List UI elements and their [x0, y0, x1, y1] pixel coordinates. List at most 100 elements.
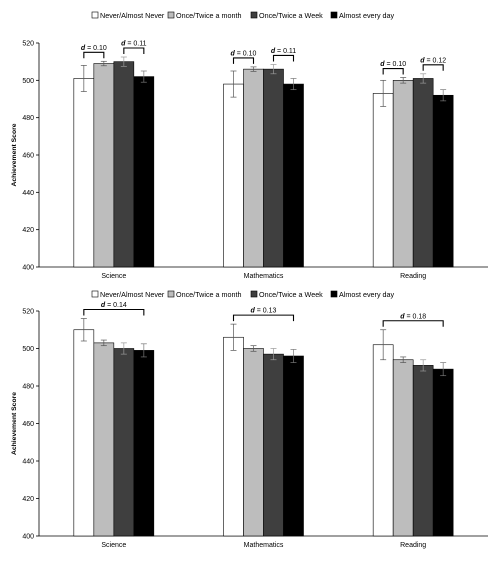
y-tick-label: 440	[22, 190, 34, 197]
annotation-bracket	[83, 51, 105, 59]
annotation-value: = 0.13	[255, 308, 277, 315]
effect-size-annotation: d = 0.11	[121, 41, 147, 54]
annotation-symbol: d	[81, 45, 86, 52]
x-tick-label: Mathematics	[244, 273, 284, 280]
effect-size-annotation: d = 0.18	[382, 313, 444, 327]
bar	[93, 342, 115, 537]
legend-swatch	[330, 11, 338, 19]
bar	[223, 336, 244, 537]
annotation-symbol: d	[231, 50, 236, 57]
bar	[283, 83, 304, 268]
annotation-bracket	[382, 67, 404, 75]
bar	[412, 365, 434, 537]
legend-label: Almost every day	[339, 11, 395, 20]
bar	[372, 93, 394, 268]
y-tick-label: 400	[22, 265, 34, 272]
legend-label: Once/Twice a Week	[259, 11, 323, 20]
legend-label: Never/Almost Never	[100, 290, 165, 299]
annotation-label: d = 0.11	[121, 41, 146, 48]
annotation-value: = 0.11	[275, 48, 296, 55]
annotation-symbol: d	[101, 302, 106, 309]
annotation-label: d = 0.12	[420, 57, 446, 64]
chart-panel-top: Never/Almost Never Once/Twice a month Once…	[11, 11, 488, 280]
chart-panel-bottom: Never/Almost Never Once/Twice a month Once…	[11, 290, 488, 549]
bar	[243, 348, 264, 537]
legend-item: Once/Twice a Week	[250, 11, 323, 20]
legend-item: Once/Twice a month	[167, 290, 242, 299]
y-tick-label: 420	[22, 227, 34, 234]
annotation-symbol: d	[121, 41, 126, 48]
bar	[392, 359, 414, 537]
legend-swatch	[167, 11, 175, 19]
effect-size-annotation: d = 0.14	[83, 302, 145, 316]
annotation-label: d = 0.13	[251, 308, 277, 315]
annotation-value: = 0.14	[105, 302, 127, 309]
annotation-bracket	[232, 314, 295, 322]
legend-item: Once/Twice a Week	[250, 290, 323, 299]
y-tick-label: 500	[22, 346, 34, 353]
annotation-bracket	[83, 308, 145, 316]
annotation-value: = 0.10	[235, 50, 257, 57]
annotation-label: d = 0.14	[101, 302, 127, 309]
x-tick-label: Reading	[400, 273, 426, 280]
annotation-bracket	[232, 57, 255, 64]
bar	[223, 83, 244, 268]
annotation-label: d = 0.18	[400, 313, 426, 320]
y-tick-label: 460	[22, 153, 34, 160]
legend-item: Never/Almost Never	[91, 11, 165, 20]
bar	[412, 78, 434, 268]
legend-label: Once/Twice a Week	[259, 290, 323, 299]
annotation-value: = 0.10	[85, 45, 107, 52]
annotation-symbol: d	[380, 61, 385, 68]
annotation-value: = 0.18	[405, 313, 427, 320]
effect-size-annotation: d = 0.11	[271, 48, 296, 62]
legend-swatch	[91, 290, 99, 298]
legend-item: Once/Twice a month	[167, 11, 242, 20]
y-tick-label: 400	[22, 534, 34, 541]
effect-size-annotation: d = 0.10	[231, 50, 257, 64]
legend-swatch	[250, 290, 258, 298]
x-tick-label: Reading	[400, 542, 426, 549]
y-tick-label: 500	[22, 78, 34, 85]
bar	[133, 76, 155, 268]
y-tick-label: 440	[22, 459, 34, 466]
annotation-label: d = 0.11	[271, 48, 296, 55]
annotation-bracket	[123, 47, 145, 54]
bar	[133, 350, 155, 537]
legend-label: Once/Twice a month	[176, 290, 242, 299]
bar	[93, 63, 115, 268]
bar	[73, 329, 95, 537]
bar	[73, 78, 95, 268]
bar	[372, 344, 394, 537]
legend-label: Never/Almost Never	[100, 11, 165, 20]
legend-swatch	[250, 11, 258, 19]
bar	[432, 94, 454, 268]
y-tick-label: 520	[22, 41, 34, 48]
legend-item: Never/Almost Never	[91, 290, 165, 299]
x-tick-label: Science	[101, 542, 126, 549]
bar	[113, 348, 135, 537]
y-tick-label: 520	[22, 309, 34, 316]
annotation-bracket	[422, 64, 444, 71]
annotation-value: = 0.12	[425, 57, 447, 64]
annotation-label: d = 0.10	[380, 61, 406, 68]
y-axis-label: Achievement Score	[11, 392, 18, 455]
legend-swatch	[330, 290, 338, 298]
bar	[113, 61, 135, 268]
annotation-symbol: d	[251, 308, 256, 315]
annotation-bracket	[382, 320, 444, 327]
effect-size-annotation: d = 0.13	[232, 308, 295, 322]
effect-size-annotation: d = 0.10	[380, 61, 406, 75]
annotation-label: d = 0.10	[81, 45, 107, 52]
annotation-label: d = 0.10	[231, 50, 257, 57]
effect-size-annotation: d = 0.10	[81, 45, 107, 59]
bar	[392, 80, 414, 268]
legend-swatch	[167, 290, 175, 298]
annotation-value: = 0.11	[125, 41, 146, 48]
annotation-bracket	[272, 54, 295, 62]
legend-swatch	[91, 11, 99, 19]
y-tick-label: 480	[22, 384, 34, 391]
y-tick-label: 460	[22, 421, 34, 428]
annotation-symbol: d	[400, 313, 405, 320]
